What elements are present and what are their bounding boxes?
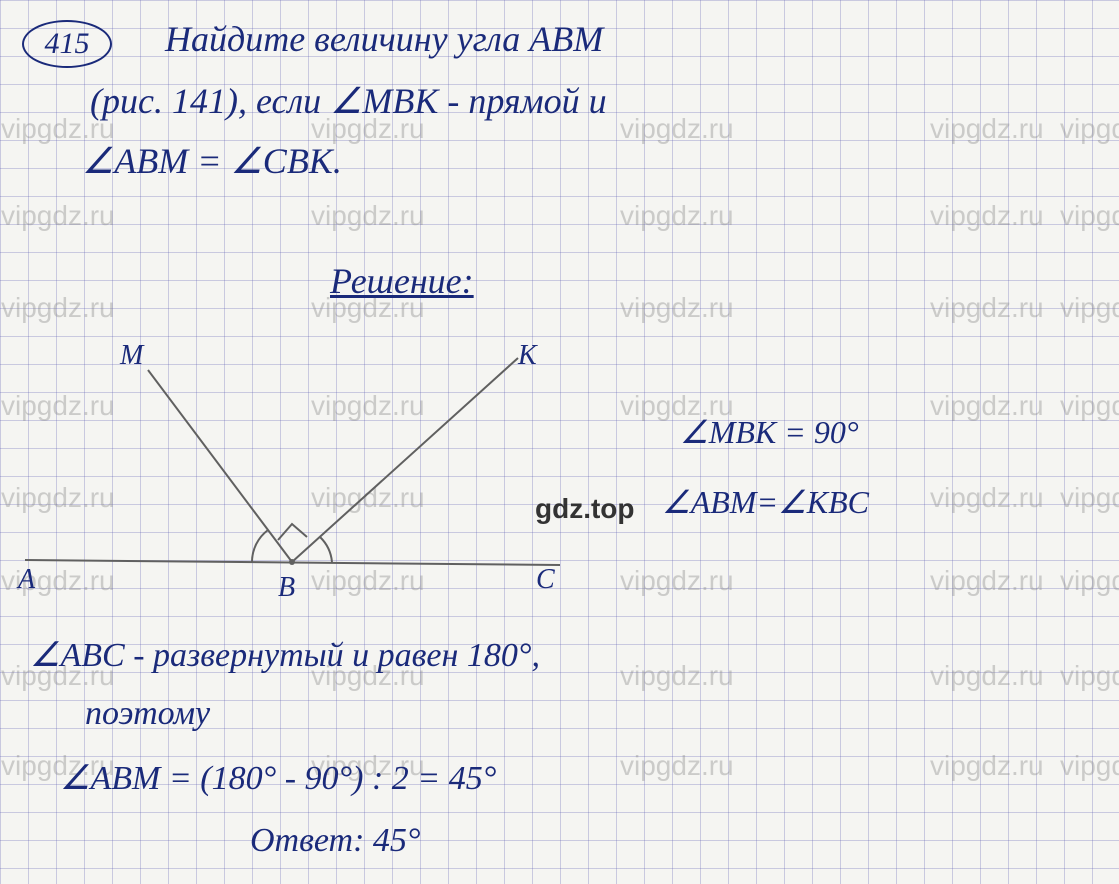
label-m: M [120, 340, 143, 372]
label-a: A [18, 564, 35, 596]
problem-number-circle: 415 [22, 20, 112, 68]
arc-kbc [320, 537, 332, 562]
arc-abm [252, 530, 268, 562]
geometry-diagram [20, 340, 580, 600]
line-bk [292, 358, 518, 562]
label-c: C [536, 564, 555, 596]
problem-number: 415 [45, 27, 90, 61]
line-bm [148, 370, 292, 562]
point-b-dot [289, 559, 295, 565]
right-angle-mark [278, 524, 307, 540]
label-k: K [518, 340, 537, 372]
label-b: B [278, 572, 295, 604]
